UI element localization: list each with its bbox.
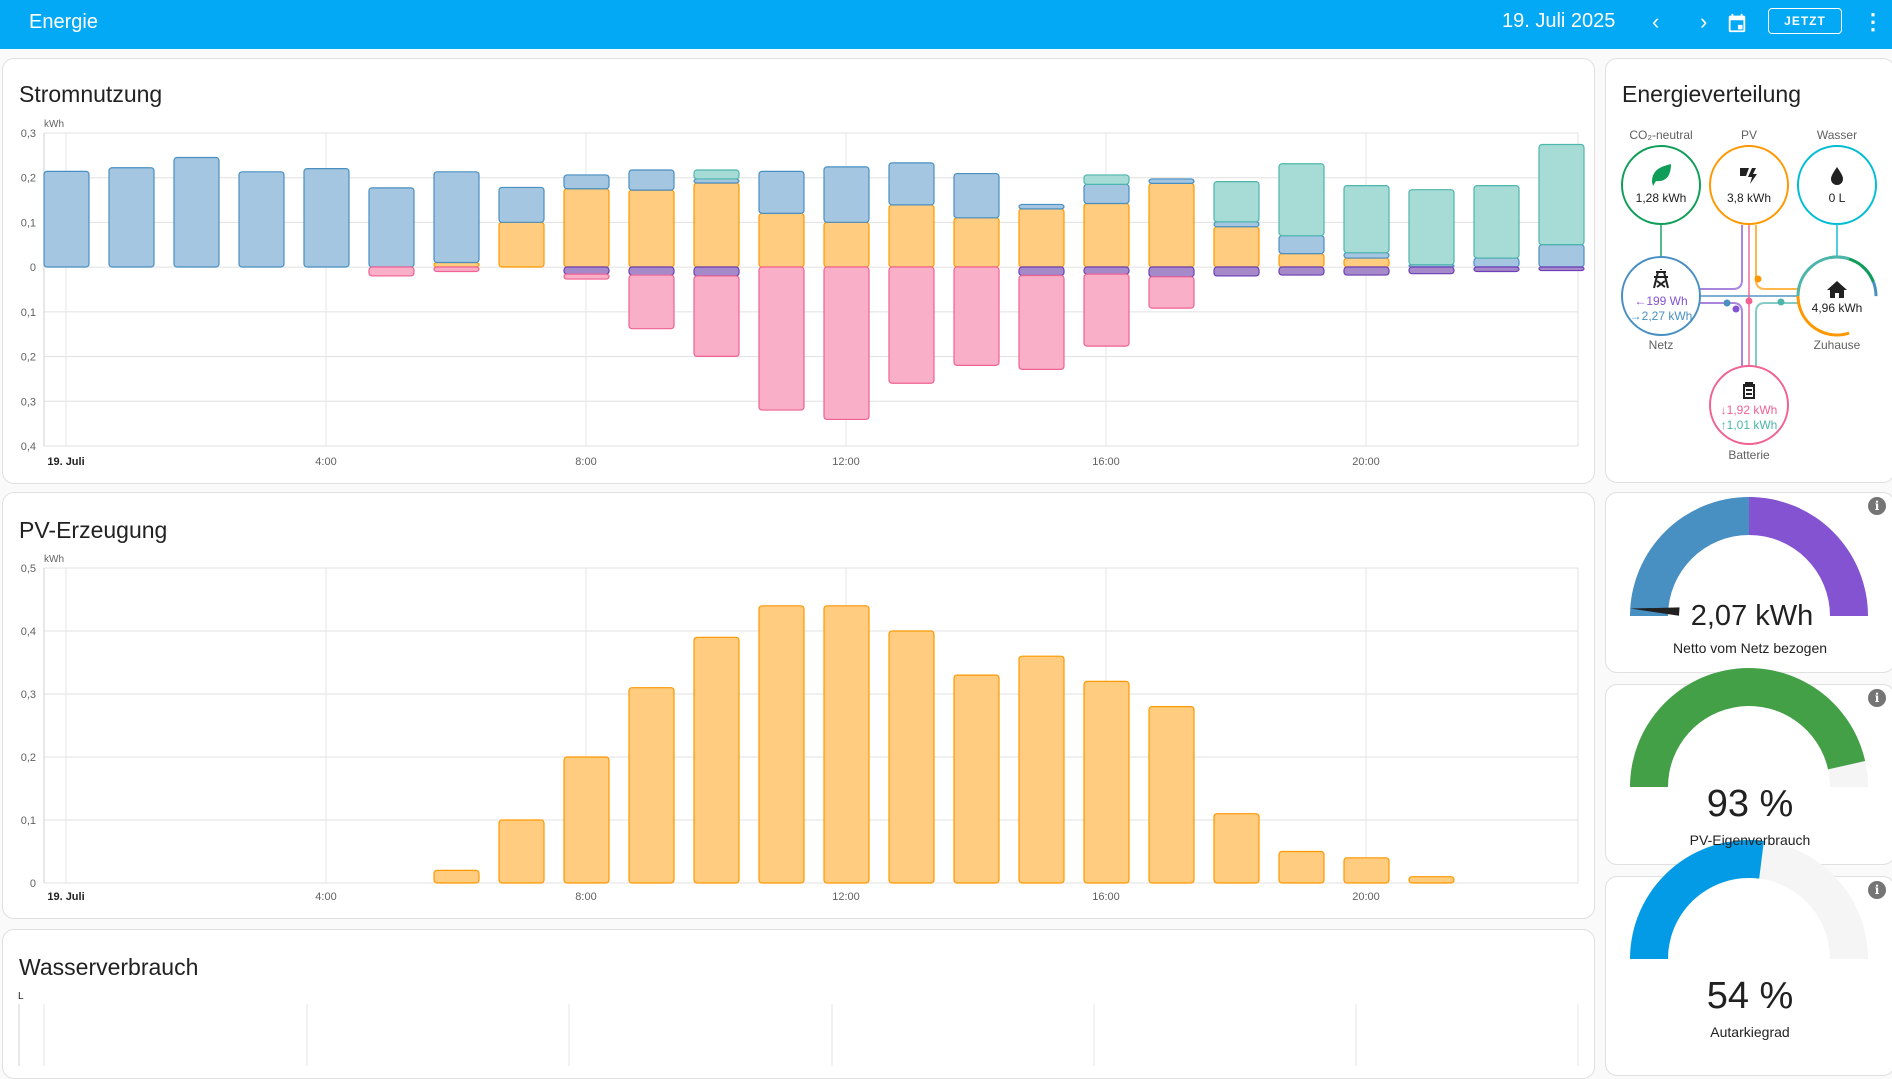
autarky-value: 54 % — [1706, 975, 1794, 1017]
water-card: Wasserverbrauch — [2, 929, 1595, 1079]
usage-card: Stromnutzung — [2, 58, 1595, 484]
water-label: Wasser — [1816, 128, 1858, 142]
grid-return-value: ←199 Wh — [1634, 294, 1688, 308]
pv-card: PV-Erzeugung — [2, 492, 1595, 919]
co2-label: CO₂-neutral — [1629, 128, 1693, 142]
usage-title: Stromnutzung — [19, 81, 163, 107]
autarky-label: Autarkiegrad — [1710, 1024, 1790, 1040]
solar-value: 3,8 kWh — [1726, 191, 1771, 205]
top-app-bar: Energie 19. Juli 2025 ‹ › JETZT ⋮ — [0, 0, 1892, 49]
info-icon[interactable]: i — [1868, 689, 1886, 707]
solar-label: PV — [1740, 128, 1757, 142]
date-display: 19. Juli 2025 — [1502, 10, 1616, 32]
self-consumption-value: 93 % — [1706, 783, 1794, 825]
battery-in-value: ↓1,92 kWh — [1720, 403, 1778, 417]
grid-label: Netz — [1648, 338, 1674, 352]
info-icon[interactable]: i — [1868, 497, 1886, 515]
pv-title: PV-Erzeugung — [19, 517, 168, 543]
battery-out-value: ↑1,01 kWh — [1720, 418, 1778, 432]
more-menu-icon[interactable]: ⋮ — [1862, 9, 1884, 34]
distribution-title: Energieverteilung — [1622, 81, 1802, 107]
home-label: Zuhause — [1813, 338, 1861, 352]
home-value: 4,96 kWh — [1811, 301, 1863, 315]
now-button[interactable]: JETZT — [1768, 8, 1842, 34]
self-consumption-label: PV-Eigenverbrauch — [1689, 832, 1811, 848]
battery-label: Batterie — [1728, 448, 1770, 462]
next-day-button[interactable]: › — [1700, 9, 1708, 34]
gauge-texts: 2,07 kWh Netto vom Netz bezogen 93 % PV-… — [1605, 0, 1892, 1066]
water-title: Wasserverbrauch — [19, 954, 199, 980]
calendar-icon[interactable] — [1726, 12, 1748, 34]
grid-net-label: Netto vom Netz bezogen — [1672, 640, 1828, 656]
previous-day-button[interactable]: ‹ — [1652, 9, 1660, 34]
water-value: 0 L — [1828, 191, 1846, 205]
info-icon[interactable]: i — [1868, 881, 1886, 899]
page-title: Energie — [29, 11, 98, 33]
co2-value: 1,28 kWh — [1635, 191, 1687, 205]
grid-consumption-value: →2,27 kWh — [1629, 309, 1693, 323]
grid-net-value: 2,07 kWh — [1690, 600, 1814, 632]
